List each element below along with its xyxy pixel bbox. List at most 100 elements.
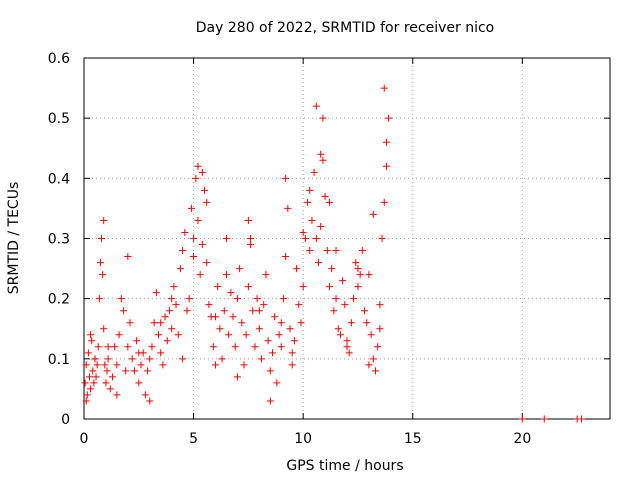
- data-point: [115, 331, 123, 339]
- data-point: [518, 415, 526, 423]
- data-point: [367, 331, 375, 339]
- data-point: [89, 367, 97, 375]
- data-point: [323, 247, 331, 255]
- data-point: [380, 198, 388, 206]
- data-point: [343, 337, 351, 345]
- data-point: [190, 235, 198, 242]
- data-point: [90, 379, 98, 387]
- data-point: [111, 343, 119, 351]
- data-point: [165, 307, 173, 315]
- data-point: [240, 361, 248, 369]
- data-point: [157, 349, 165, 357]
- data-point: [198, 241, 206, 249]
- data-point: [317, 222, 325, 230]
- x-axis-label: GPS time / hours: [286, 458, 403, 474]
- data-point: [332, 247, 340, 255]
- data-point: [266, 367, 274, 375]
- data-point: [286, 325, 294, 333]
- chart-title: Day 280 of 2022, SRMTID for receiver nic…: [196, 20, 494, 36]
- y-tick-label: 0.4: [48, 171, 70, 187]
- data-point: [332, 295, 340, 303]
- data-point: [244, 283, 252, 291]
- data-point: [203, 259, 211, 267]
- data-point: [117, 295, 125, 303]
- data-point: [290, 337, 298, 345]
- data-point: [310, 168, 318, 176]
- data-point: [92, 373, 100, 381]
- data-point: [358, 247, 366, 255]
- data-point: [124, 253, 132, 261]
- data-point: [369, 355, 377, 363]
- data-point: [258, 355, 266, 363]
- data-point: [325, 198, 333, 206]
- data-point: [385, 114, 393, 122]
- data-point: [130, 367, 138, 375]
- data-point: [273, 379, 281, 387]
- data-point: [352, 259, 360, 267]
- data-point: [218, 355, 226, 363]
- x-tick-label: 20: [513, 431, 531, 447]
- data-point: [299, 228, 307, 236]
- data-point: [172, 301, 180, 309]
- data-point: [312, 235, 320, 242]
- data-point: [84, 349, 92, 357]
- data-point: [85, 373, 93, 381]
- data-point: [277, 343, 285, 351]
- y-tick-label: 0.3: [48, 232, 70, 248]
- data-point: [83, 391, 91, 399]
- data-point: [137, 361, 145, 369]
- data-point: [376, 325, 384, 333]
- data-point: [146, 397, 154, 405]
- y-tick-label: 0: [61, 412, 70, 428]
- x-tick-label: 0: [80, 431, 89, 447]
- data-point: [365, 361, 373, 369]
- data-point: [275, 331, 283, 339]
- y-tick-label: 0.1: [48, 352, 70, 368]
- data-point: [306, 186, 314, 194]
- data-point: [376, 301, 384, 309]
- data-point: [365, 271, 373, 279]
- data-point: [247, 235, 255, 242]
- data-point: [102, 379, 110, 387]
- data-point: [133, 337, 141, 345]
- data-point: [354, 283, 362, 291]
- data-point: [104, 355, 112, 363]
- data-point: [176, 265, 184, 273]
- data-point: [122, 367, 130, 375]
- data-point: [382, 138, 390, 146]
- data-point: [321, 192, 329, 200]
- data-point: [141, 391, 149, 399]
- data-point: [268, 349, 276, 357]
- data-point: [255, 325, 263, 333]
- data-point: [81, 379, 89, 387]
- data-point: [159, 361, 167, 369]
- data-point: [260, 301, 268, 309]
- data-point: [378, 235, 386, 242]
- data-point: [308, 216, 316, 224]
- data-point: [279, 295, 287, 303]
- data-point: [262, 271, 270, 279]
- data-point: [249, 307, 257, 315]
- data-point: [345, 349, 353, 357]
- data-point: [146, 355, 154, 363]
- x-tick-label: 15: [404, 431, 422, 447]
- data-point: [347, 319, 355, 327]
- data-point: [183, 307, 191, 315]
- data-point: [271, 313, 279, 321]
- data-point: [282, 253, 290, 261]
- data-point: [325, 283, 333, 291]
- data-point: [361, 307, 369, 315]
- data-point: [101, 361, 109, 369]
- x-tick-label: 10: [294, 431, 312, 447]
- data-point: [319, 114, 327, 122]
- data-point: [319, 156, 327, 164]
- data-point: [238, 319, 246, 327]
- data-point: [236, 265, 244, 273]
- data-point: [288, 349, 296, 357]
- data-point: [222, 235, 230, 242]
- data-point: [104, 343, 112, 351]
- data-point: [293, 265, 301, 273]
- data-point: [95, 295, 103, 303]
- data-point: [306, 247, 314, 255]
- data-point: [106, 385, 114, 393]
